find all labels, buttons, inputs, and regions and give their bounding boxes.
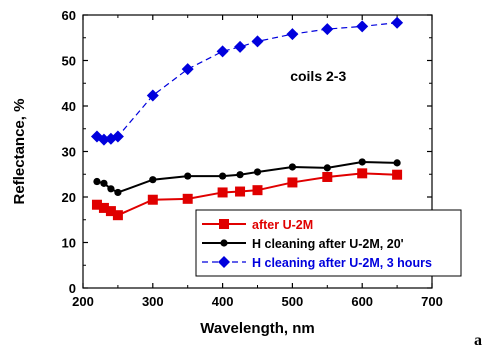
data-point-s0-10 xyxy=(322,171,333,182)
series-line-1 xyxy=(96,160,398,194)
data-point-s1-9 xyxy=(288,163,296,171)
data-point-s2-5 xyxy=(181,63,194,76)
data-point-s2-10 xyxy=(321,23,334,36)
data-point-s1-1 xyxy=(100,179,108,187)
data-point-s0-4 xyxy=(147,194,158,205)
data-point-s2-8 xyxy=(251,35,264,48)
axis-layer: 200 300 400 500 600 700 0 10 20 30 40 50 60 xyxy=(62,8,443,309)
legend-marker-1 xyxy=(220,239,228,247)
series-line-2 xyxy=(96,22,398,141)
legend-label-1: H cleaning after U-2M, 20' xyxy=(252,237,404,251)
y-tick-label: 60 xyxy=(62,8,76,23)
data-point-s2-1 xyxy=(97,133,110,146)
data-point-s1-5 xyxy=(184,172,192,180)
annotation-coils: coils 2-3 xyxy=(290,68,346,84)
x-axis-label: Wavelength, nm xyxy=(200,320,314,337)
data-point-s2-9 xyxy=(286,28,299,41)
x-tick-label: 600 xyxy=(351,294,373,309)
data-point-s1-2 xyxy=(107,185,115,193)
x-tick-label: 200 xyxy=(72,294,94,309)
series-0 xyxy=(91,168,403,221)
y-axis-label: Reflectance, % xyxy=(11,99,28,205)
data-point-s0-12 xyxy=(392,169,403,180)
data-point-s0-0 xyxy=(91,199,102,210)
data-point-s2-11 xyxy=(356,20,369,33)
legend-entry-1: H cleaning after U-2M, 20' xyxy=(202,237,404,251)
data-point-s1-10 xyxy=(323,164,331,172)
series-1 xyxy=(93,158,401,197)
data-point-s0-8 xyxy=(252,185,263,196)
data-point-s2-6 xyxy=(216,45,229,58)
legend-entry-0: after U-2M xyxy=(202,218,313,232)
x-tick-label: 400 xyxy=(212,294,234,309)
data-point-s1-0 xyxy=(93,177,101,186)
legend-marker-0 xyxy=(219,219,229,229)
data-point-s1-8 xyxy=(253,168,262,176)
x-tick-label: 700 xyxy=(421,294,443,309)
series-line-0 xyxy=(96,172,398,217)
data-point-s0-6 xyxy=(217,187,228,198)
y-tick-label: 40 xyxy=(62,99,76,114)
data-point-s0-3 xyxy=(112,210,123,221)
data-point-s0-7 xyxy=(235,186,246,197)
data-point-s2-7 xyxy=(234,40,247,53)
x-tick-label: 500 xyxy=(282,294,304,309)
y-tick-label: 30 xyxy=(62,145,76,160)
x-tick-label: 300 xyxy=(142,294,164,309)
legend-entry-2: H cleaning after U-2M, 3 hours xyxy=(202,256,432,270)
data-point-s1-11 xyxy=(358,158,366,166)
legend-entries: after U-2M H cleaning after U-2M, 20' H cl… xyxy=(202,218,432,270)
data-point-s1-4 xyxy=(149,176,157,184)
y-tick-label: 0 xyxy=(69,281,76,296)
y-tick-label: 20 xyxy=(62,190,76,205)
data-point-s1-7 xyxy=(236,171,244,179)
legend: after U-2M H cleaning after U-2M, 20' H cl… xyxy=(195,209,462,277)
legend-label-0: after U-2M xyxy=(252,218,313,232)
data-point-s1-6 xyxy=(219,172,227,180)
data-point-s0-9 xyxy=(287,177,298,188)
data-point-s0-1 xyxy=(98,202,109,213)
panel-label: a xyxy=(474,332,482,347)
data-point-s2-12 xyxy=(391,16,404,29)
series-2 xyxy=(90,16,404,146)
legend-marker-2 xyxy=(218,256,230,268)
data-point-s1-3 xyxy=(114,188,122,197)
data-point-s0-5 xyxy=(182,193,193,204)
y-tick-label: 50 xyxy=(62,54,76,69)
legend-label-2: H cleaning after U-2M, 3 hours xyxy=(252,256,432,270)
data-point-s1-12 xyxy=(393,159,401,167)
y-tick-label: 10 xyxy=(62,236,76,251)
data-point-s2-3 xyxy=(111,130,124,143)
data-point-s2-4 xyxy=(146,89,159,102)
data-point-s0-2 xyxy=(105,206,116,217)
series-layer xyxy=(90,16,404,221)
data-point-s0-11 xyxy=(357,168,368,179)
